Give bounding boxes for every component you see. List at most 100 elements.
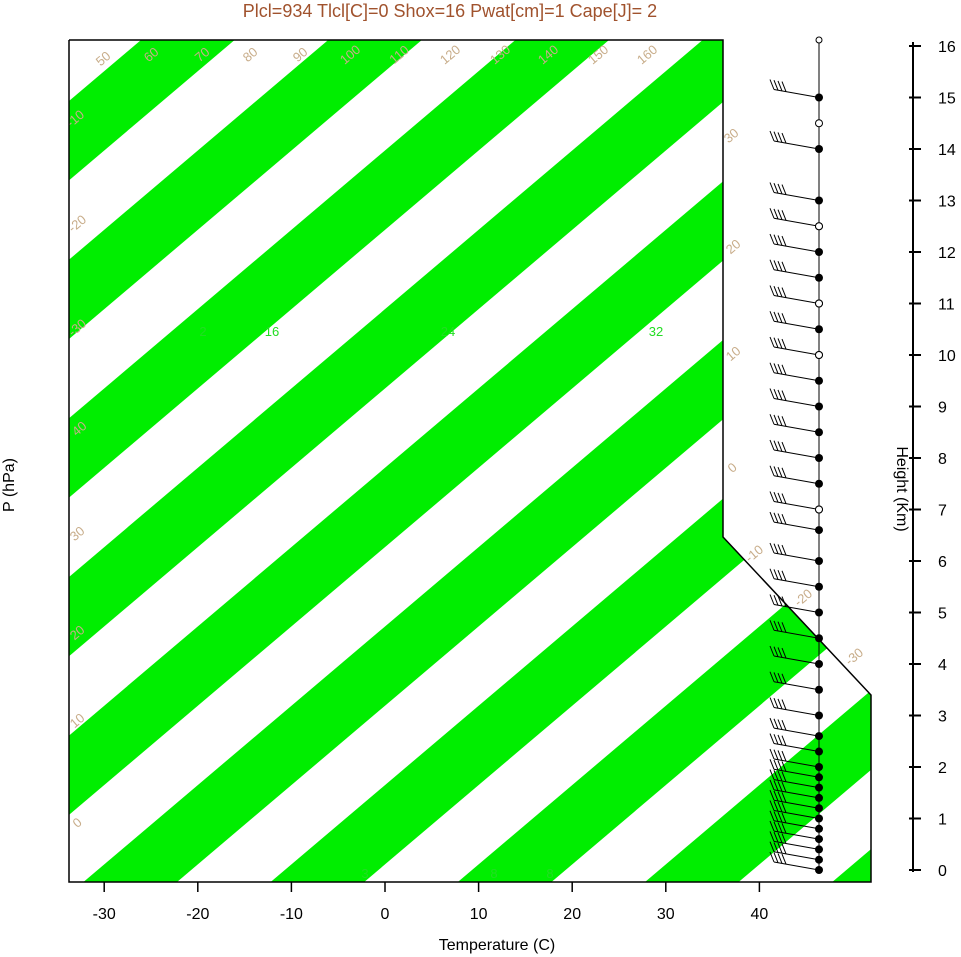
wind-barb-feather [769, 810, 775, 821]
wind-barb-feather [773, 234, 779, 245]
wind-barb-feather [773, 780, 779, 791]
wind-barb-shaft [773, 449, 820, 459]
wind-barb-feather [769, 439, 775, 451]
temperature-tick-label: 40 [751, 906, 769, 923]
wind-barb-shaft [773, 217, 820, 227]
wind-barb-feather [769, 511, 775, 523]
wind-barb-feather [773, 440, 779, 451]
height-tick-label: 3 [938, 709, 947, 726]
wind-barb-feather [777, 389, 783, 401]
wind-barb-shaft [773, 552, 820, 562]
isotherm-label: 20 [723, 236, 744, 257]
wind-barb-feather [781, 416, 787, 427]
wind-barb-feather [777, 235, 783, 246]
wind-barb-feather [769, 336, 775, 348]
chart-title: Plcl=934 Tlcl[C]=0 Shox=16 Pwat[cm]=1 Ca… [243, 1, 657, 21]
wind-barb-feather [781, 843, 787, 854]
mixing-ratio-label-low: 3 [361, 866, 368, 881]
wind-barb-feather [781, 390, 787, 401]
wind-barb-feather [781, 699, 787, 710]
wind-barb-feather [769, 285, 775, 296]
height-tick-label: 2 [938, 760, 947, 777]
wind-barb-feather [773, 389, 779, 400]
wind-barb-feather [777, 132, 783, 143]
wind-barb-feather [773, 337, 779, 348]
wind-barb-feather [777, 698, 783, 710]
wind-barb-shaft [773, 140, 820, 150]
wind-barb-feather [777, 647, 783, 658]
wind-barb-feather [777, 415, 783, 426]
plot-area [69, 40, 871, 882]
wind-barb-feather [773, 569, 779, 580]
wind-barb-shaft [773, 727, 820, 737]
height-tick-label: 9 [938, 400, 947, 417]
wind-barb-feather [781, 210, 787, 221]
wind-barb-feather [781, 261, 787, 273]
height-axis-title: Height (Km) [893, 446, 910, 531]
temperature-tick-label: -20 [186, 906, 209, 923]
wind-barb-feather [769, 182, 775, 193]
wind-level-hollow [815, 351, 823, 359]
wind-barb-feather [769, 542, 775, 554]
wind-barb-feather [777, 363, 783, 375]
wind-barb-feather [777, 569, 783, 581]
wind-barb-feather [769, 491, 775, 502]
x-axis-title: Temperature (C) [439, 937, 555, 954]
y-axis-title: P (hPa) [1, 458, 18, 512]
wind-barb-feather [769, 645, 775, 657]
wind-barb-feather [777, 812, 783, 823]
wind-barb-feather [777, 750, 783, 761]
wind-barb-feather [777, 719, 783, 730]
wind-barb-feather [777, 842, 783, 854]
wind-barb-feather [769, 414, 775, 425]
wind-barb-feather [773, 492, 779, 503]
wind-barb-feather [781, 833, 787, 844]
wind-barb-feather [773, 311, 779, 323]
wind-barb-feather [781, 364, 787, 376]
wind-barb-feather [777, 734, 783, 746]
wind-barb-feather [773, 646, 779, 657]
temperature-axis: -30 -20 -10 0 10 20 30 40 [93, 882, 769, 923]
wind-barb-feather [769, 208, 775, 219]
height-tick-label: 12 [938, 245, 956, 262]
wind-level-hollow [815, 36, 823, 44]
wind-barb-feather [777, 791, 783, 802]
mixing-ratio-label: 16 [265, 324, 279, 339]
temperature-tick-label: -30 [93, 906, 116, 923]
height-tick-label: 8 [938, 451, 947, 468]
wind-barb-feather [769, 697, 775, 708]
wind-barb-feather [777, 80, 783, 92]
height-tick-label: 6 [938, 554, 947, 571]
wind-barb-shaft [773, 243, 820, 253]
isotherm-band [71, 40, 871, 882]
wind-barb-feather [769, 568, 775, 579]
wind-barb-shaft [773, 192, 820, 201]
wind-barb-feather [781, 570, 787, 582]
isotherm-label: 30 [67, 523, 88, 544]
wind-barb-shaft [773, 521, 820, 531]
wind-barb-feather [777, 595, 783, 607]
isotherm-band [446, 40, 871, 882]
wind-barb-shaft [773, 501, 820, 510]
isotherm-label: 30 [721, 125, 742, 146]
wind-barb-feather [773, 698, 779, 709]
wind-barb-feather [781, 802, 787, 813]
wind-barb-feather [777, 760, 783, 771]
wind-barb-feather [781, 647, 787, 659]
wind-barb-feather [773, 183, 779, 194]
wind-barb-feather [781, 338, 787, 350]
wind-barb-shaft [773, 295, 820, 304]
wind-barb-feather [777, 621, 783, 632]
height-tick-label: 16 [938, 39, 956, 56]
wind-barb-feather [777, 853, 783, 864]
wind-barb-shaft [773, 578, 820, 588]
height-tick-label: 0 [938, 863, 947, 880]
wind-barb-feather [769, 733, 775, 744]
wind-barb-feather [773, 286, 779, 297]
wind-level-hollow [815, 505, 823, 514]
wind-barb-feather [781, 287, 787, 298]
wind-barb-feather [773, 790, 779, 802]
wind-barb-feather [773, 620, 779, 632]
wind-barb-feather [781, 781, 787, 793]
